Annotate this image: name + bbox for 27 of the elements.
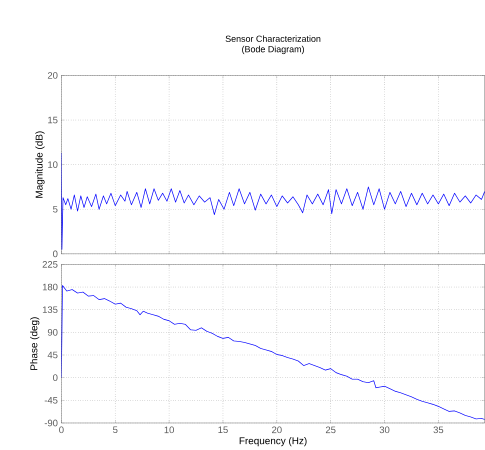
chart-subtitle: (Bode Diagram) bbox=[242, 46, 304, 54]
y-tick-label: 0 bbox=[53, 250, 58, 258]
y-axis-title: Magnitude (dB) bbox=[35, 132, 45, 198]
y-tick-label: 5 bbox=[53, 206, 58, 213]
y-tick-label: 90 bbox=[48, 329, 58, 336]
x-tick-label: 25 bbox=[326, 426, 336, 434]
y-tick-label: 135 bbox=[42, 306, 58, 314]
y-tick-label: 10 bbox=[48, 162, 58, 168]
x-tick-label: 35 bbox=[434, 426, 444, 434]
x-tick-label: 30 bbox=[380, 426, 390, 434]
x-axis-title: Frequency (Hz) bbox=[240, 437, 307, 446]
y-tick-label: 180 bbox=[42, 284, 58, 291]
x-tick-label: 20 bbox=[272, 426, 282, 434]
y-axis-title: Phase (deg) bbox=[30, 318, 40, 370]
line-series bbox=[61, 152, 485, 250]
y-tick-label: -45 bbox=[44, 397, 58, 404]
y-tick-label: 45 bbox=[48, 352, 58, 359]
y-tick-label: 225 bbox=[42, 261, 58, 268]
y-tick-label: -90 bbox=[44, 420, 58, 427]
y-tick-label: 15 bbox=[48, 116, 58, 124]
x-tick-label: 0 bbox=[59, 426, 64, 434]
y-tick-label: 0 bbox=[53, 374, 58, 382]
x-tick-label: 5 bbox=[113, 426, 118, 434]
chart-title: Sensor Characterization bbox=[226, 36, 320, 42]
y-tick-label: 20 bbox=[48, 72, 58, 79]
x-tick-label: 10 bbox=[164, 426, 174, 434]
x-tick-label: 15 bbox=[218, 426, 228, 434]
